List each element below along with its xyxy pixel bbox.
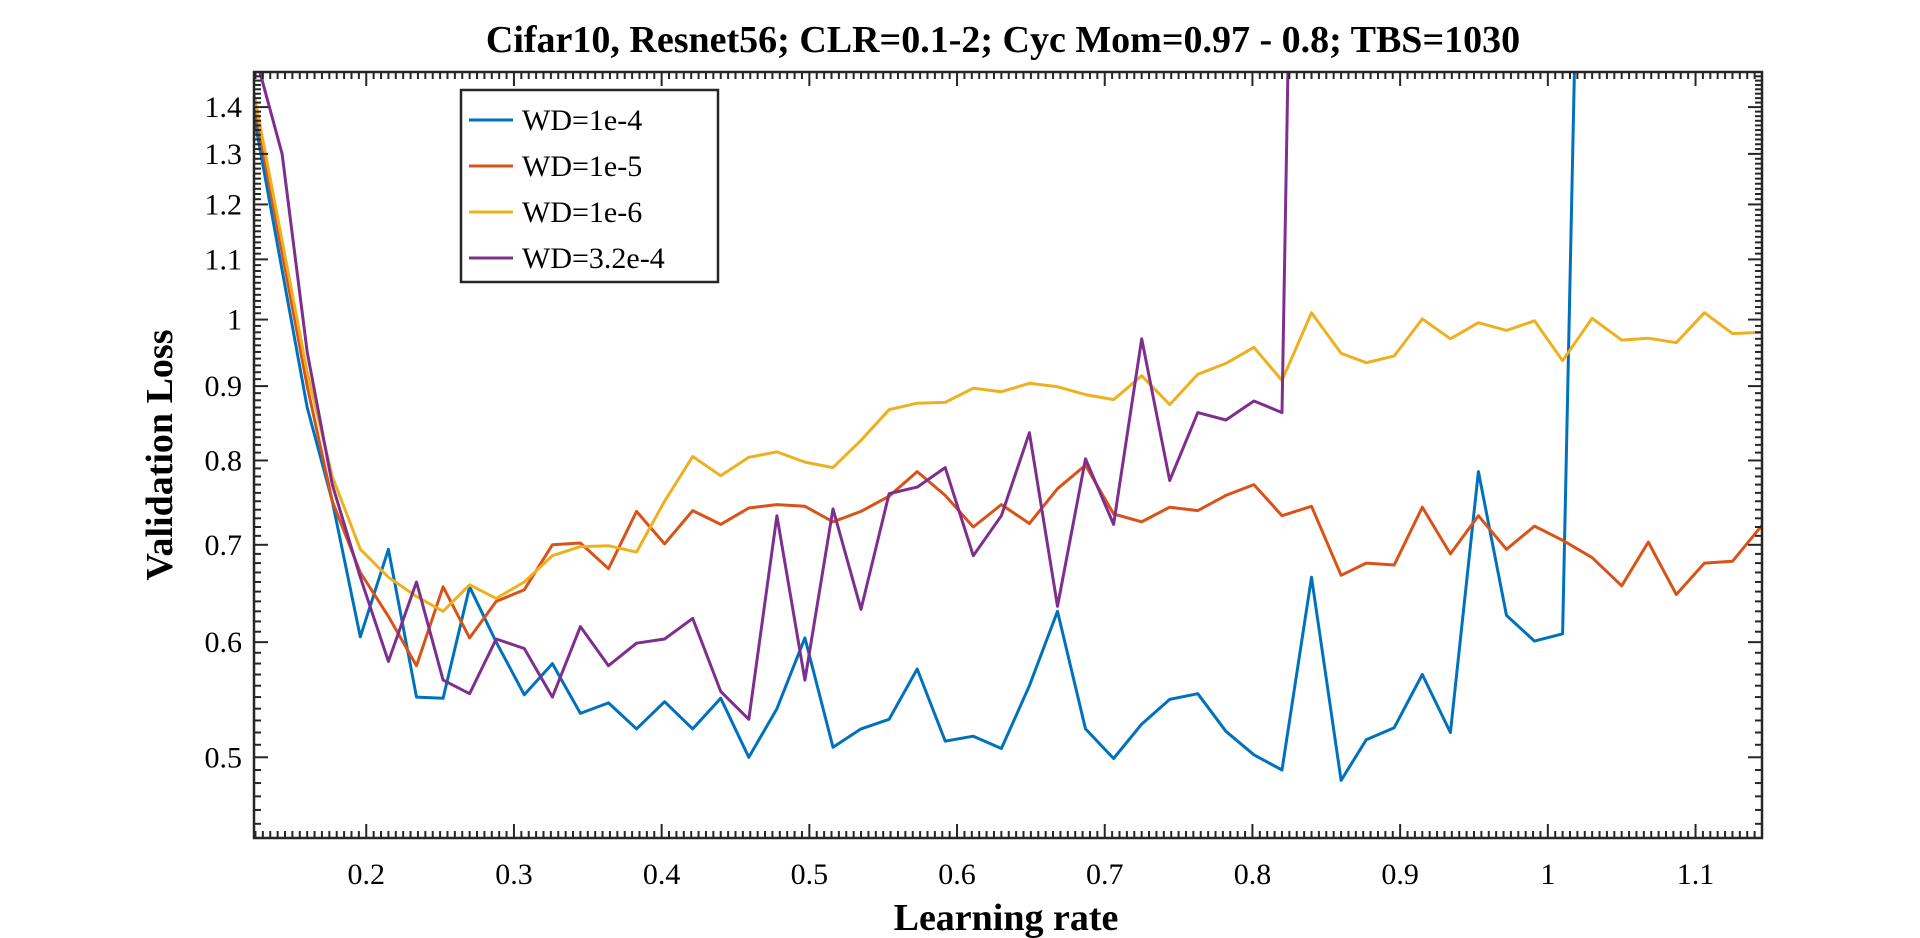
y-axis-tick-labels: 0.5 0.6 0.7 0.8 0.9 1 1.1 1.2 1.3 1.4 [205, 91, 243, 774]
legend-label: WD=1e-6 [522, 196, 642, 229]
axis-ticks [254, 72, 1763, 838]
x-axis-tick-labels: 0.2 0.3 0.4 0.5 0.6 0.7 0.8 0.9 1 1.1 [348, 858, 1715, 891]
legend: WD=1e-4 WD=1e-5 WD=1e-6 WD=3.2e-4 [459, 88, 720, 284]
x-tick-label: 0.8 [1234, 858, 1272, 891]
x-tick-label: 1.1 [1677, 858, 1715, 891]
series-line-3 [254, 93, 1762, 613]
y-tick-label: 1.1 [205, 243, 243, 276]
y-tick-label: 0.8 [205, 444, 243, 477]
series-line-2 [254, 102, 1762, 668]
x-tick-label: 0.3 [495, 858, 533, 891]
y-tick-label: 1.3 [205, 138, 243, 171]
y-tick-label: 1 [227, 304, 242, 337]
legend-label: WD=1e-4 [522, 104, 642, 137]
legend-label: WD=3.2e-4 [522, 242, 665, 275]
x-axis-label: Learning rate [894, 897, 1119, 938]
y-tick-label: 1.2 [205, 188, 243, 221]
y-tick-label: 0.7 [205, 529, 243, 562]
y-tick-label: 0.6 [205, 626, 243, 659]
x-tick-label: 0.4 [643, 858, 681, 891]
x-tick-label: 0.9 [1381, 858, 1419, 891]
y-axis-label: Validation Loss [139, 330, 181, 581]
x-tick-label: 0.2 [348, 858, 386, 891]
x-tick-label: 1 [1540, 858, 1555, 891]
x-tick-label: 0.6 [938, 858, 976, 891]
y-tick-label: 1.4 [205, 91, 243, 124]
legend-box [459, 88, 720, 284]
x-tick-label: 0.7 [1086, 858, 1124, 891]
x-tick-label: 0.5 [791, 858, 829, 891]
legend-label: WD=1e-5 [522, 150, 642, 183]
y-tick-label: 0.9 [205, 370, 243, 403]
series-line-4 [258, 72, 1290, 721]
y-tick-label: 0.5 [205, 741, 243, 774]
chart-title: Cifar10, Resnet56; CLR=0.1-2; Cyc Mom=0.… [486, 19, 1520, 61]
series-line-1 [254, 72, 1576, 782]
plot-area [254, 72, 1762, 782]
